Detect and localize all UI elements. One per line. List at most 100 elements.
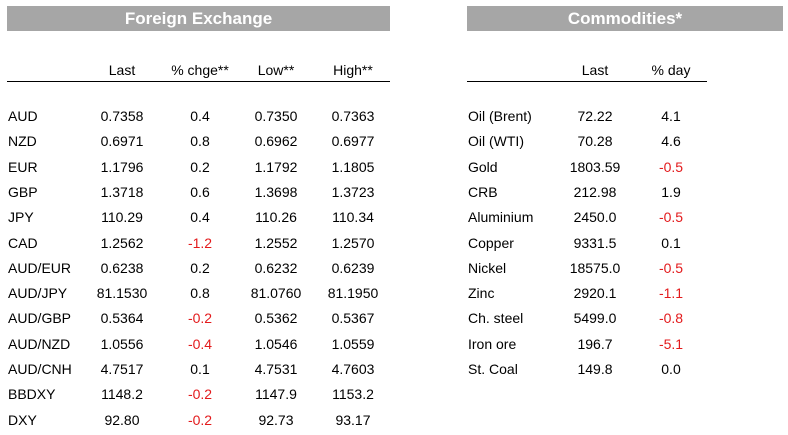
- commodity-last-value: 70.28: [577, 133, 613, 150]
- commodity-label: CRB: [468, 183, 498, 200]
- commodity-last-value: 149.8: [577, 361, 613, 377]
- commodities-table-row: Gold 1803.59 -0.5: [0, 157, 788, 177]
- commodities-table-row: Nickel 18575.0 -0.5: [0, 258, 788, 278]
- fx-pair-label: AUD/GBP: [8, 310, 72, 327]
- fx-last-value: 1148.2: [101, 386, 143, 403]
- commodity-last-value: 18575.0: [569, 259, 621, 276]
- commodity-last-value: 5499.0: [573, 310, 617, 327]
- commodities-table-row: Iron ore 196.7 -5.1: [0, 334, 788, 354]
- commodities-table-row: Oil (Brent) 72.22 4.1: [0, 106, 788, 126]
- commodity-label: Copper: [468, 234, 514, 251]
- fx-high-value: 1.2570: [331, 234, 375, 251]
- fx-high-value: 1.1805: [331, 158, 375, 175]
- fx-high-value: 81.1950: [327, 285, 379, 302]
- fx-low-value: 1147.9: [255, 386, 297, 403]
- fx-pair-label: AUD/EUR: [8, 259, 72, 276]
- fx-pair-label: BBDXY: [8, 386, 56, 403]
- commodity-change-value: 0.1: [661, 234, 681, 251]
- fx-low-value: 81.0760: [250, 285, 302, 302]
- fx-last-value: 1.0556: [100, 335, 144, 352]
- fx-low-value: 1.3698: [254, 183, 298, 200]
- fx-high-value: 0.7363: [331, 108, 375, 124]
- fx-last-value: 0.7358: [100, 108, 144, 124]
- fx-last-value: 0.6971: [100, 133, 144, 150]
- fx-last-value: 4.7517: [100, 361, 144, 377]
- fx-change-value: 0.8: [190, 133, 210, 150]
- fx-change-value: 0.2: [190, 259, 210, 276]
- fx-last-value: 1.3718: [100, 183, 144, 200]
- commodities-table-row: Zinc 2920.1 -1.1: [0, 283, 788, 303]
- commodities-table-row: Ch. steel 5499.0 -0.8: [0, 308, 788, 328]
- commodities-table-row: Copper 9331.5 0.1: [0, 233, 788, 253]
- fx-low-value: 0.6962: [254, 133, 298, 150]
- fx-last-value: 92.80: [104, 411, 140, 428]
- fx-change-value: -0.4: [187, 335, 213, 352]
- fx-change-value: 0.8: [190, 285, 210, 302]
- fx-last-value: 0.5364: [100, 310, 144, 327]
- fx-table-row: AUD/GBP 0.5364 -0.2 0.5362 0.5367: [0, 308, 788, 328]
- fx-last-value: 0.6238: [100, 259, 144, 276]
- fx-pair-label: JPY: [8, 209, 34, 226]
- fx-low-value: 1.1792: [254, 158, 298, 175]
- fx-change-value: 0.4: [190, 108, 210, 124]
- fx-low-value: 92.73: [258, 411, 294, 428]
- fx-high-value: 1.3723: [331, 183, 375, 200]
- fx-low-value: 4.7531: [254, 361, 298, 377]
- fx-pair-label: DXY: [8, 411, 37, 428]
- commodity-label: Nickel: [468, 259, 507, 276]
- fx-pair-label: NZD: [8, 133, 37, 150]
- commodities-section-title: Commodities*: [467, 6, 783, 31]
- fx-header-low: Low**: [257, 62, 295, 78]
- fx-low-value: 0.6232: [254, 259, 298, 276]
- commodity-last-value: 2450.0: [573, 209, 617, 226]
- commodity-change-value: 1.9: [661, 183, 681, 200]
- commodity-change-value: -0.5: [658, 259, 684, 276]
- fx-low-value: 0.7350: [254, 108, 298, 124]
- fx-change-value: -1.2: [187, 234, 213, 251]
- fx-pair-label: EUR: [8, 158, 38, 175]
- fx-change-value: 0.4: [190, 209, 210, 226]
- commodity-last-value: 9331.5: [573, 234, 617, 251]
- fx-table-row: EUR 1.1796 0.2 1.1792 1.1805: [0, 157, 788, 177]
- commodity-label: Oil (WTI): [468, 133, 524, 150]
- fx-table-row: GBP 1.3718 0.6 1.3698 1.3723: [0, 182, 788, 202]
- fx-high-value: 110.34: [332, 209, 374, 226]
- commodity-change-value: 0.0: [661, 361, 681, 377]
- commodity-change-value: -0.8: [658, 310, 684, 327]
- fx-last-value: 1.1796: [100, 158, 144, 175]
- fx-high-value: 0.6977: [331, 133, 375, 150]
- commodities-table-row: CRB 212.98 1.9: [0, 182, 788, 202]
- fx-high-value: 93.17: [335, 411, 371, 428]
- commodities-table-row: Aluminium 2450.0 -0.5: [0, 207, 788, 227]
- fx-change-value: -0.2: [187, 411, 213, 428]
- fx-table-row: AUD/CNH 4.7517 0.1 4.7531 4.7603: [0, 359, 788, 379]
- commodity-last-value: 1803.59: [569, 158, 621, 175]
- commodity-last-value: 196.7: [577, 335, 613, 352]
- commodity-change-value: -1.1: [658, 285, 684, 302]
- commodities-header-last: Last: [581, 62, 609, 78]
- fx-low-value: 0.5362: [254, 310, 298, 327]
- commodities-table-row: Oil (WTI) 70.28 4.6: [0, 131, 788, 151]
- commodity-change-value: 4.1: [661, 108, 681, 124]
- commodities-header-rule: [467, 81, 707, 82]
- commodity-change-value: 4.6: [661, 133, 681, 150]
- fx-high-value: 1153.2: [332, 386, 374, 403]
- fx-section-title: Foreign Exchange: [7, 6, 390, 31]
- fx-table-row: AUD/JPY 81.1530 0.8 81.0760 81.1950: [0, 283, 788, 303]
- fx-table-row: AUD 0.7358 0.4 0.7350 0.7363: [0, 106, 788, 126]
- fx-header-chg: % chge**: [171, 62, 229, 78]
- fx-change-value: -0.2: [187, 310, 213, 327]
- fx-change-value: 0.6: [190, 183, 210, 200]
- commodities-header-day: % day: [651, 62, 691, 78]
- fx-high-value: 1.0559: [331, 335, 375, 352]
- commodity-label: Zinc: [468, 285, 495, 302]
- fx-last-value: 1.2562: [100, 234, 144, 251]
- commodity-label: Iron ore: [468, 335, 517, 352]
- fx-header-rule: [7, 81, 390, 82]
- commodities-table-row: St. Coal 149.8 0.0: [0, 359, 788, 379]
- fx-last-value: 110.29: [101, 209, 143, 226]
- commodity-last-value: 72.22: [577, 108, 613, 124]
- commodity-label: Ch. steel: [468, 310, 524, 327]
- fx-table-row: JPY 110.29 0.4 110.26 110.34: [0, 207, 788, 227]
- fx-change-value: -0.2: [187, 386, 213, 403]
